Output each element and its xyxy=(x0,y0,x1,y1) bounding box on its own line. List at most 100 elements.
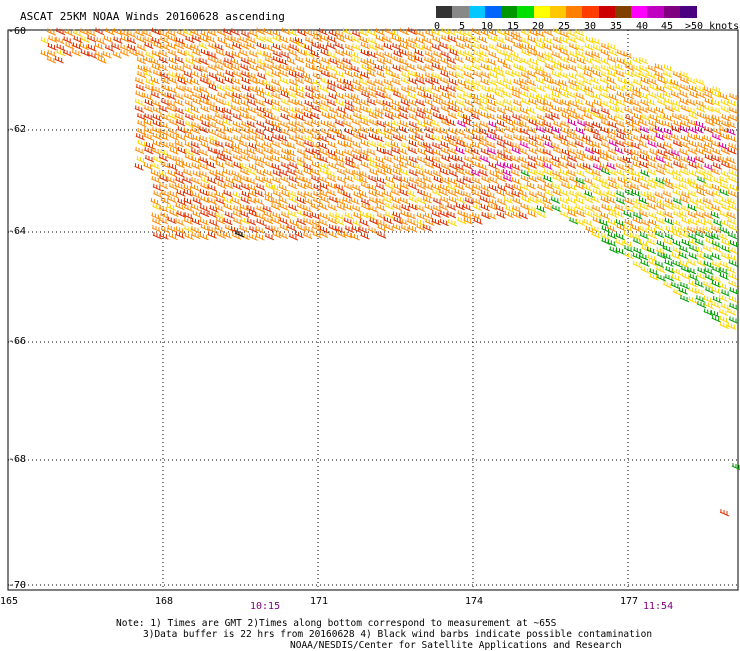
wind-barb xyxy=(390,188,401,197)
wind-barb xyxy=(392,211,402,219)
wind-barb xyxy=(135,90,145,99)
wind-barb xyxy=(288,181,298,190)
wind-barb xyxy=(599,91,610,99)
wind-barb xyxy=(495,99,506,108)
wind-barb xyxy=(423,119,433,127)
wind-barb xyxy=(168,118,179,127)
wind-barb xyxy=(215,119,226,127)
wind-barb xyxy=(464,197,475,205)
wind-barb xyxy=(465,127,475,136)
wind-barb xyxy=(510,50,520,59)
wind-barb xyxy=(256,120,266,128)
wind-barb xyxy=(369,127,379,135)
wind-barb xyxy=(551,126,561,134)
wind-barb xyxy=(391,104,401,113)
wind-barb xyxy=(159,121,169,129)
wind-barb xyxy=(119,29,130,37)
wind-barb xyxy=(302,163,313,171)
wind-barb xyxy=(686,225,697,234)
wind-barb xyxy=(679,140,690,149)
wind-barb xyxy=(559,161,569,169)
wind-barb xyxy=(207,51,218,59)
wind-barb xyxy=(271,120,281,129)
wind-barb xyxy=(600,126,610,134)
wind-barb xyxy=(152,113,162,122)
wind-barb xyxy=(663,127,673,136)
wind-barb xyxy=(551,170,562,178)
wind-barb xyxy=(688,197,699,206)
wind-barb xyxy=(479,93,490,101)
wind-barb xyxy=(335,160,346,169)
wind-barb xyxy=(183,184,193,192)
wind-barb xyxy=(297,181,307,190)
wind-barb xyxy=(440,141,450,149)
wind-barb xyxy=(303,139,314,148)
wind-barb xyxy=(206,79,217,87)
wind-barb xyxy=(673,210,683,219)
wind-barb xyxy=(382,162,393,171)
wind-barb xyxy=(432,97,442,106)
wind-barb xyxy=(552,133,563,142)
wind-barb xyxy=(313,34,323,43)
wind-barb xyxy=(224,160,235,169)
wind-barb xyxy=(303,190,314,199)
wind-barb xyxy=(696,252,706,260)
wind-barb xyxy=(304,77,314,85)
wind-barb xyxy=(527,154,538,163)
wind-barb xyxy=(281,27,291,35)
wind-barb xyxy=(640,169,650,177)
wind-barb xyxy=(721,114,731,122)
wind-barb xyxy=(584,106,594,115)
wind-barb xyxy=(536,147,546,155)
wind-barb xyxy=(526,48,537,56)
wind-barb xyxy=(344,225,355,233)
wind-barb xyxy=(583,56,593,64)
wind-barb xyxy=(167,169,177,178)
legend-swatch xyxy=(631,6,648,18)
wind-barb xyxy=(567,56,577,64)
wind-barb xyxy=(264,126,274,134)
wind-barb xyxy=(609,105,619,113)
wind-barb xyxy=(217,91,227,100)
wind-barb xyxy=(695,168,706,177)
wind-barb xyxy=(576,149,586,157)
wind-barb xyxy=(478,169,489,177)
wind-barb xyxy=(609,246,619,254)
wind-barb xyxy=(376,120,387,128)
wind-barb xyxy=(177,198,187,206)
wind-barb xyxy=(255,98,265,107)
wind-barb xyxy=(280,161,291,170)
wind-barb xyxy=(304,28,314,37)
wind-barb xyxy=(694,126,704,134)
wind-barb xyxy=(672,259,682,268)
wind-barb xyxy=(304,225,315,234)
wind-barb xyxy=(686,76,697,85)
wind-barb xyxy=(478,127,488,136)
wind-barb xyxy=(480,78,490,86)
wind-barb xyxy=(327,203,338,211)
wind-barb xyxy=(656,251,667,260)
wind-barb xyxy=(190,121,201,129)
wind-barb xyxy=(64,28,74,37)
wind-barb xyxy=(439,114,449,122)
wind-barb xyxy=(654,260,665,269)
wind-barb xyxy=(239,111,249,120)
wind-barb xyxy=(190,231,201,240)
wind-barb xyxy=(398,161,408,169)
wind-barb xyxy=(382,35,393,43)
wind-barb xyxy=(663,64,673,72)
wind-barb xyxy=(390,141,400,149)
wind-barb xyxy=(334,128,344,136)
wind-barb xyxy=(592,163,603,171)
wind-barb xyxy=(263,51,273,59)
wind-barb xyxy=(663,238,673,246)
wind-barb xyxy=(406,62,417,71)
wind-barb xyxy=(399,154,409,162)
wind-barb xyxy=(599,153,609,162)
wind-barb xyxy=(272,50,283,58)
wind-barb xyxy=(358,176,368,184)
wind-barb xyxy=(480,111,490,120)
wind-barb xyxy=(463,141,473,150)
wind-barb xyxy=(408,139,418,148)
wind-barb xyxy=(511,190,521,198)
